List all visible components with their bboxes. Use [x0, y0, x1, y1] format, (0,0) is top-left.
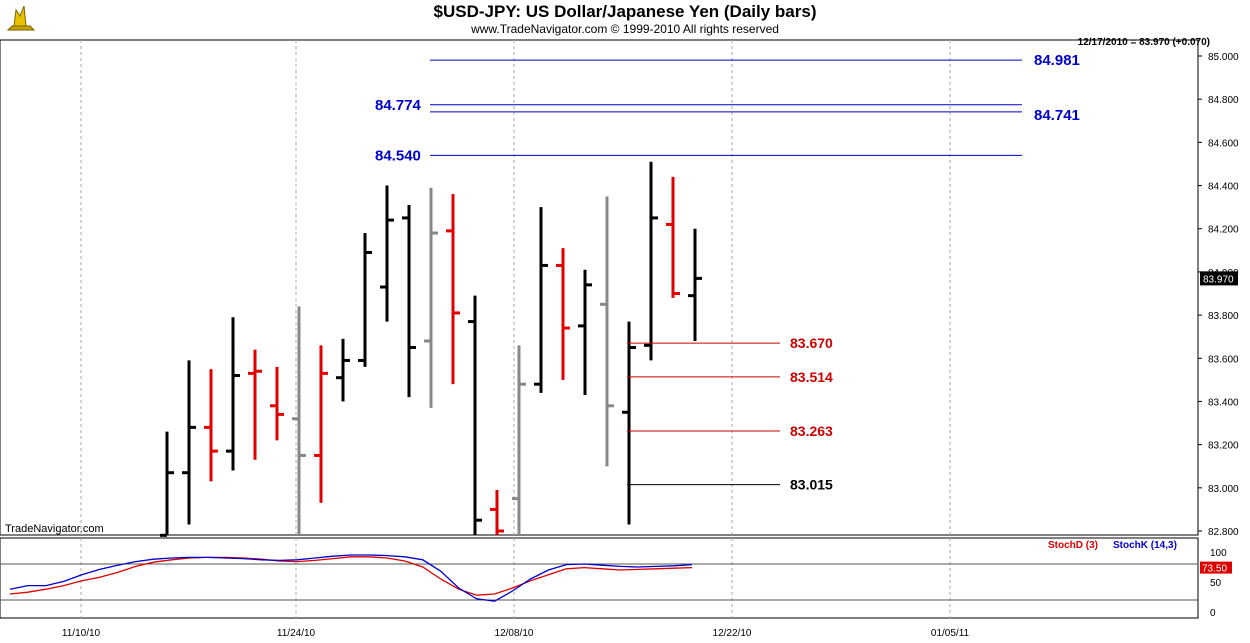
x-tick-label: 01/05/11	[931, 628, 970, 639]
ohlc-bar	[600, 196, 614, 467]
level-label: 83.514	[790, 369, 833, 385]
ohlc-bar	[204, 369, 218, 482]
indicator-y-tick-label: 0	[1210, 608, 1216, 619]
vertical-gridlines	[80, 40, 951, 618]
last-quote: 12/17/2010 = 83.970 (+0.070)	[1077, 37, 1210, 48]
ohlc-bar	[622, 321, 636, 525]
price-level: 83.015	[627, 477, 833, 493]
indicator-last-tag	[1200, 561, 1232, 574]
y-tick-label: 83.000	[1208, 484, 1239, 495]
ohlc-bar	[380, 185, 394, 322]
ohlc-bar	[424, 187, 438, 408]
y-tick-label: 83.400	[1208, 397, 1239, 408]
watermark: TradeNavigator.com	[5, 523, 104, 535]
legend-stochd: StochD (3)	[1048, 540, 1098, 551]
level-label: 84.981	[1034, 52, 1080, 69]
ohlc-bar	[336, 338, 350, 402]
y-tick-label: 84.400	[1208, 182, 1239, 193]
x-tick-label: 11/10/10	[62, 628, 101, 639]
price-axis: 85.00084.80084.60084.40084.20084.00083.8…	[1198, 52, 1239, 538]
price-bars	[160, 161, 702, 537]
indicator-y-tick-label: 100	[1210, 548, 1227, 559]
ohlc-bar	[248, 349, 262, 460]
last-price-label: 83.970	[1203, 274, 1234, 285]
ohlc-bar	[644, 161, 658, 361]
ohlc-bar	[578, 269, 592, 395]
ohlc-bar	[160, 431, 174, 537]
y-tick-label: 83.200	[1208, 441, 1239, 452]
ohlc-bar	[556, 248, 570, 380]
level-label: 84.774	[375, 97, 422, 114]
ohlc-bar	[534, 207, 548, 393]
y-tick-label: 83.800	[1208, 311, 1239, 322]
indicator-last-label: 73.50	[1202, 564, 1227, 575]
ohlc-bar	[688, 228, 702, 341]
price-level: 83.670	[627, 335, 833, 351]
y-tick-label: 84.200	[1208, 225, 1239, 236]
ohlc-bar	[270, 366, 284, 441]
x-tick-label: 12/22/10	[713, 628, 752, 639]
trade-navigator-logo-icon	[4, 2, 38, 34]
legend-stochk: StochK (14,3)	[1113, 540, 1177, 551]
indicator-y-tick-label: 50	[1210, 578, 1222, 589]
x-tick-label: 11/24/10	[277, 628, 316, 639]
y-tick-label: 84.800	[1208, 95, 1239, 106]
ohlc-bar	[512, 345, 526, 535]
ohlc-bar	[292, 306, 306, 535]
stochastic-indicator: 100 50 0 StochD (3) StochK (14,3) 73.50	[0, 540, 1232, 619]
ohlc-bar	[314, 345, 328, 503]
series-line	[9, 556, 693, 596]
ohlc-bar	[446, 194, 460, 385]
ohlc-bar	[226, 317, 240, 471]
chart-header: $USD-JPY: US Dollar/Japanese Yen (Daily …	[0, 0, 1250, 48]
level-label: 84.741	[1034, 107, 1080, 124]
price-levels: 84.981 84.774 84.741 84.540 83.670 83.514 83.2…	[375, 52, 1080, 492]
last-price-tag	[1200, 271, 1238, 286]
level-label: 83.015	[790, 477, 833, 493]
y-tick-label: 85.000	[1208, 52, 1239, 63]
y-tick-label: 82.800	[1208, 527, 1239, 538]
y-tick-label: 83.600	[1208, 354, 1239, 365]
ohlc-bar	[666, 176, 680, 298]
date-axis: 11/10/10 11/24/10 12/08/10 12/22/10 01/05/11	[62, 628, 970, 639]
y-tick-label: 84.600	[1208, 138, 1239, 149]
ohlc-bar	[358, 233, 372, 367]
price-level: 84.774	[375, 97, 1022, 114]
ohlc-bar	[490, 489, 504, 535]
price-plot-area	[0, 39, 1199, 536]
price-level: 83.263	[627, 423, 833, 439]
ohlc-bar	[402, 204, 416, 398]
chart-title: $USD-JPY: US Dollar/Japanese Yen (Daily …	[433, 2, 817, 21]
price-level: 84.981	[430, 52, 1080, 69]
level-label: 83.670	[790, 335, 833, 351]
level-label: 84.540	[375, 147, 421, 164]
x-tick-label: 12/08/10	[495, 628, 534, 639]
indicator-plot-area	[0, 537, 1199, 619]
level-label: 83.263	[790, 423, 833, 439]
price-level: 83.514	[627, 369, 833, 385]
chart-subtitle: www.TradeNavigator.com © 1999-2010 All r…	[471, 22, 779, 36]
price-level: 84.540	[375, 147, 1022, 164]
ohlc-bar	[182, 360, 196, 525]
series-line	[9, 554, 693, 602]
price-level: 84.741	[430, 107, 1080, 124]
ohlc-bar	[468, 295, 482, 535]
